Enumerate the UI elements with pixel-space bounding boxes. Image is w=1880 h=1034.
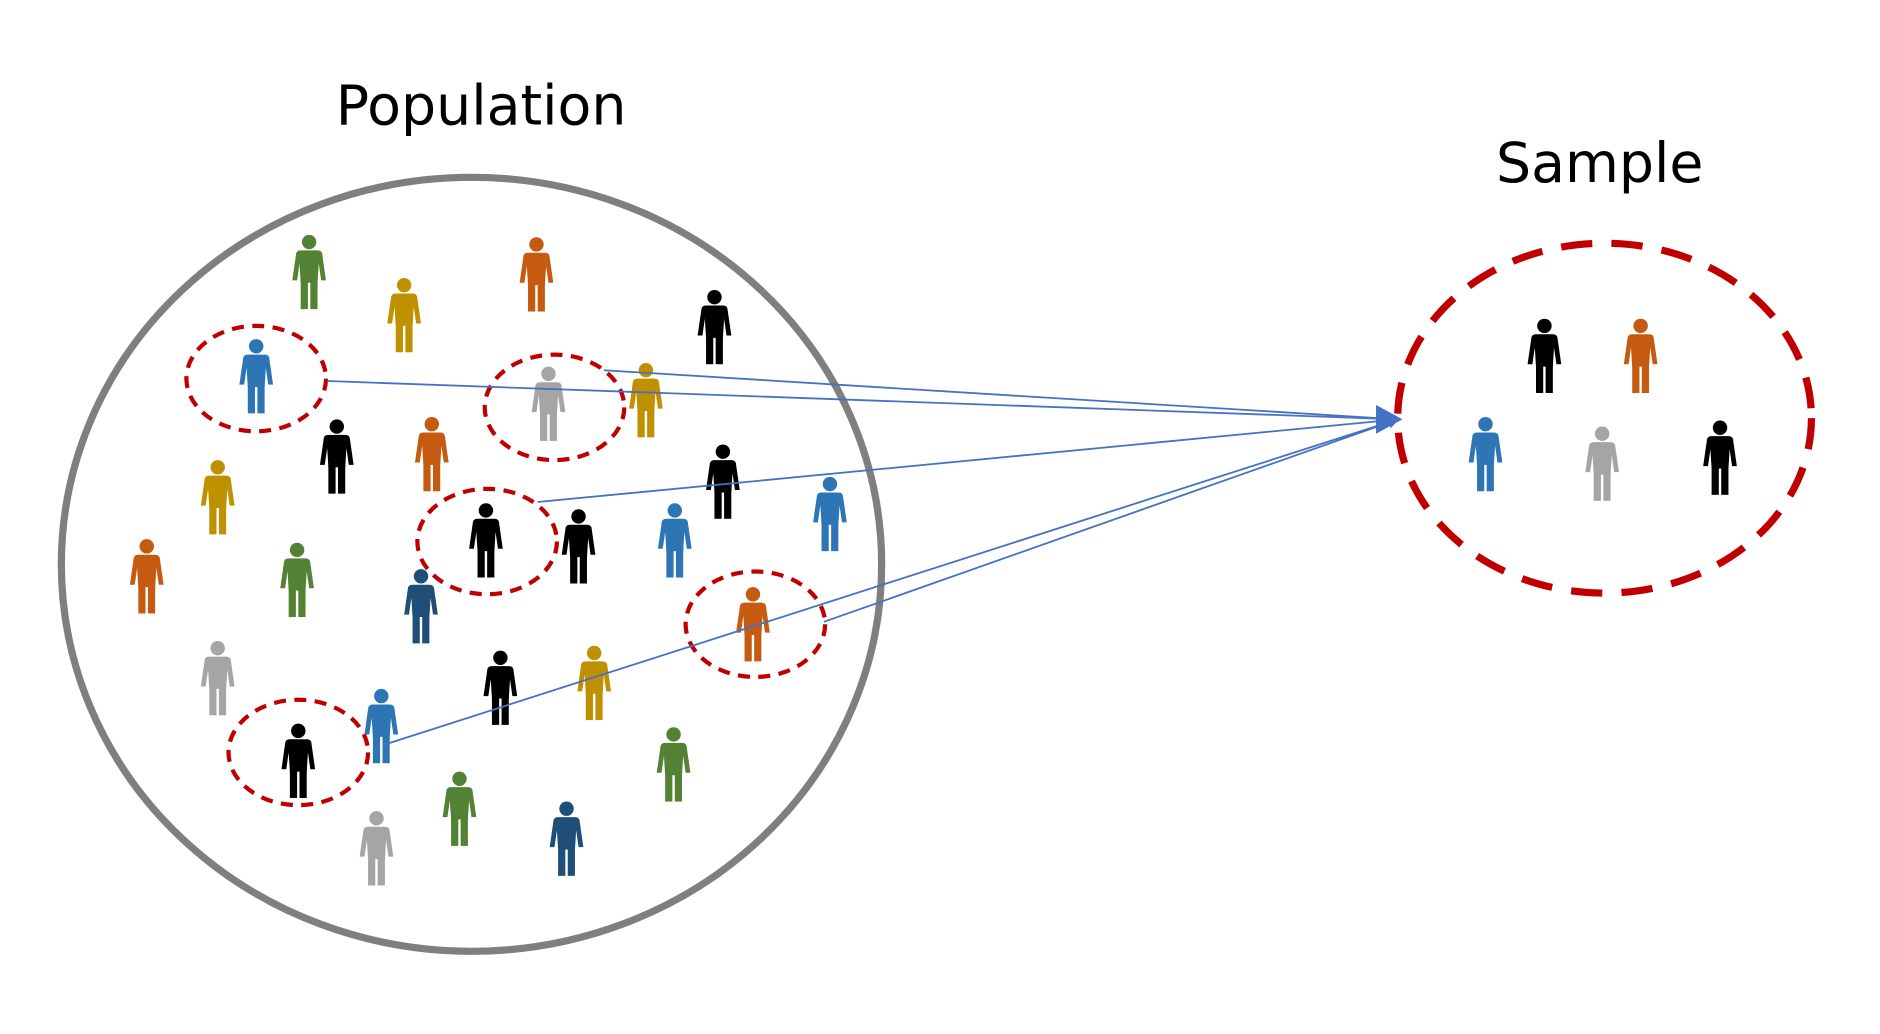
person-icon xyxy=(292,234,326,310)
population-people xyxy=(129,234,847,886)
person-icon xyxy=(387,277,421,353)
person-icon xyxy=(706,444,740,519)
person-icon xyxy=(531,366,566,441)
sample-person-icon xyxy=(1703,420,1737,495)
person-icon xyxy=(657,503,692,578)
person-icon xyxy=(280,542,314,618)
person-icon xyxy=(519,237,554,312)
selection-arrow xyxy=(823,416,1400,623)
sample-person-icon xyxy=(1585,426,1619,501)
person-icon xyxy=(359,811,394,886)
selection-ring xyxy=(226,697,371,808)
selection-arrow xyxy=(537,414,1401,503)
person-icon xyxy=(281,723,316,798)
person-icon xyxy=(442,771,477,846)
person-icon xyxy=(404,569,438,644)
person-icon xyxy=(577,645,612,721)
person-icon xyxy=(200,460,235,535)
selection-arrow xyxy=(382,416,1400,747)
selection-arrow xyxy=(603,369,1401,425)
person-icon xyxy=(736,587,770,662)
person-icon xyxy=(656,727,691,802)
person-icon xyxy=(483,650,518,725)
selection-arrow xyxy=(327,380,1401,425)
sample-circle xyxy=(1394,239,1816,597)
arrowhead-icon xyxy=(1376,404,1403,434)
person-icon xyxy=(813,476,847,552)
sample-person-icon xyxy=(1623,318,1658,393)
person-icon xyxy=(469,503,503,578)
population-label: Population xyxy=(336,75,627,139)
selection-ring xyxy=(415,486,560,597)
selection-ring xyxy=(683,569,828,680)
sample-label: Sample xyxy=(1496,132,1703,196)
person-icon xyxy=(239,339,274,414)
person-icon xyxy=(129,539,164,614)
person-icon xyxy=(200,641,235,716)
person-icon xyxy=(697,289,732,365)
person-icon xyxy=(629,363,663,438)
selection-ring xyxy=(482,352,627,463)
population-circle xyxy=(57,173,886,955)
selection-ring xyxy=(184,323,329,434)
selection-rings xyxy=(184,323,828,808)
sample-person-icon xyxy=(1527,318,1562,393)
person-icon xyxy=(364,688,399,764)
sample-person-icon xyxy=(1468,416,1503,492)
sample-people xyxy=(1468,318,1737,501)
person-icon xyxy=(414,416,449,492)
selection-arrows xyxy=(327,369,1403,747)
person-icon xyxy=(561,509,596,584)
person-icon xyxy=(549,801,584,876)
person-icon xyxy=(319,419,354,494)
